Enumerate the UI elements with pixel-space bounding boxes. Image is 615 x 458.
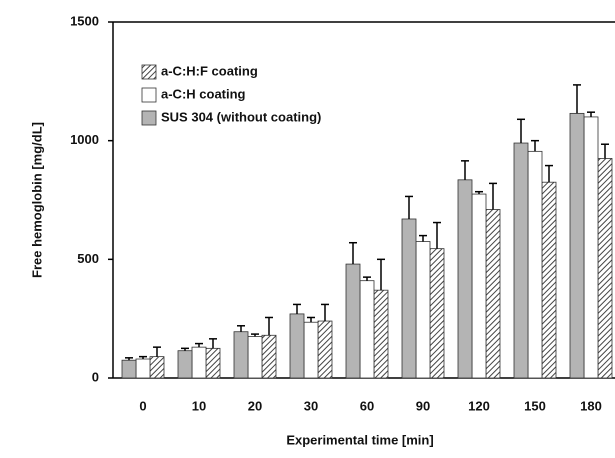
bar xyxy=(205,347,221,379)
bar xyxy=(149,356,165,379)
bar xyxy=(359,280,375,379)
bar xyxy=(121,359,137,379)
y-tick-label: 500 xyxy=(77,251,99,266)
bar xyxy=(485,209,501,379)
legend-label: a-C:H:F coating xyxy=(161,63,258,78)
bar xyxy=(233,331,249,379)
bar xyxy=(527,150,543,379)
x-tick-label: 20 xyxy=(248,398,262,413)
x-tick-label: 30 xyxy=(304,398,318,413)
bar xyxy=(303,321,319,379)
bar xyxy=(345,263,361,379)
y-tick-label: 1500 xyxy=(70,13,99,28)
bar xyxy=(247,336,263,379)
bar xyxy=(513,142,529,379)
bar xyxy=(289,313,305,379)
y-tick-label: 1000 xyxy=(70,132,99,147)
bar xyxy=(177,350,193,379)
legend-swatch xyxy=(141,110,157,126)
bar xyxy=(415,241,431,379)
bar xyxy=(471,193,487,379)
x-tick-label: 10 xyxy=(192,398,206,413)
bar xyxy=(429,248,445,379)
bar xyxy=(191,346,207,379)
legend-label: SUS 304 (without coating) xyxy=(161,109,321,124)
bar xyxy=(583,116,599,379)
x-tick-label: 150 xyxy=(524,398,546,413)
bar xyxy=(135,358,151,379)
bar xyxy=(597,158,613,379)
legend-swatch xyxy=(141,64,157,80)
x-tick-label: 180 xyxy=(580,398,602,413)
legend-label: a-C:H coating xyxy=(161,86,246,101)
bar xyxy=(261,334,277,379)
bar xyxy=(373,289,389,379)
x-tick-label: 120 xyxy=(468,398,490,413)
bar xyxy=(317,320,333,379)
bar xyxy=(541,181,557,379)
x-tick-label: 0 xyxy=(139,398,146,413)
bar xyxy=(569,112,585,379)
bar xyxy=(401,218,417,379)
x-tick-label: 90 xyxy=(416,398,430,413)
bar xyxy=(457,179,473,379)
legend-swatch xyxy=(141,87,157,103)
y-tick-label: 0 xyxy=(92,369,99,384)
x-axis-label: Experimental time [min] xyxy=(286,432,433,447)
x-tick-label: 60 xyxy=(360,398,374,413)
y-axis-label: Free hemoglobin [mg/dL] xyxy=(29,122,44,278)
